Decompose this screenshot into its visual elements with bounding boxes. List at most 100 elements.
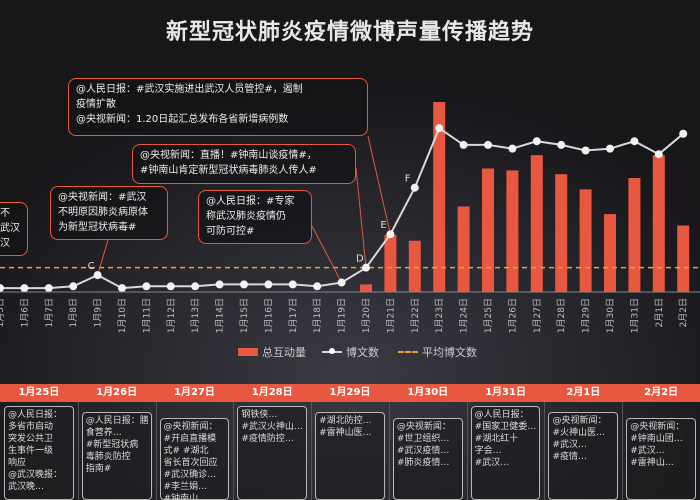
timeline-date: 1月29日: [329, 387, 371, 398]
timeline-band: [0, 384, 700, 402]
timeline-event-text: 指南#: [85, 464, 112, 474]
legend-item-line: 博文数: [322, 344, 379, 360]
timeline-event-text: @央视新闻：: [630, 422, 685, 432]
bar-1月22日: [408, 240, 421, 292]
timeline-event-text: #武汉…: [474, 458, 510, 468]
timeline-event-text: 多省市启动: [8, 422, 54, 432]
timeline-date: 2月1日: [566, 387, 601, 398]
timeline-event-text: 生事件一级: [8, 446, 54, 456]
x-tick-label: 1月27日: [532, 298, 543, 333]
timeline-event-text: #钟南山…: [163, 494, 208, 500]
timeline-event-text: #疫情…: [552, 452, 587, 462]
callout-e: 不 武汉卫 汉: [0, 202, 28, 256]
bar-1月21日: [384, 235, 397, 292]
x-axis-ticks: 1月5日 1月6日 1月7日 1月8日 1月9日 1月10日 1月11日 1月12日 1月13日…: [0, 298, 689, 333]
timeline-column: 1月28日 钢铁侠… #武汉火神山… #疫情防控…: [233, 384, 311, 500]
x-tick-label: 1月23日: [434, 298, 445, 333]
timeline-column: 2月2日 @央视新闻： #钟南山团… #武汉… #雷神山…: [622, 384, 700, 500]
point-letter-F: F: [405, 174, 411, 185]
point-1月9日: [93, 271, 102, 280]
bars-layer: [360, 102, 690, 292]
timeline-event-text: @人民日报：: [8, 410, 63, 420]
timeline-event-text: #武汉…: [552, 440, 587, 450]
x-tick-label: 1月10日: [117, 298, 128, 333]
x-tick-label: 1月9日: [93, 298, 104, 327]
callout-b-line-1: @央视新闻：直播！#钟南山谈疫情#，: [140, 150, 317, 161]
point-1月23日: [435, 124, 444, 133]
callout-d-line-1: @人民日报：#专家: [206, 196, 295, 207]
timeline-date: 1月31日: [485, 387, 526, 398]
point-1月11日: [142, 282, 151, 291]
point-1月29日: [581, 146, 590, 155]
legend-bar-label: 总互动量: [262, 346, 306, 359]
bar-1月20日: [360, 284, 372, 292]
x-tick-label: 1月8日: [68, 298, 79, 327]
point-1月19日: [337, 278, 346, 287]
legend-item-bar: 总互动量: [238, 344, 306, 360]
callout-c-line-1: @央视新闻：#武汉: [58, 192, 147, 203]
timeline-date: 1月28日: [251, 387, 293, 398]
timeline-event-box: @人民日报： #国家卫健委… #湖北红十 字会… #武汉…: [470, 406, 541, 500]
timeline-event-text: #国家卫健委…: [474, 422, 537, 432]
point-1月25日: [484, 140, 492, 149]
bar-1月25日: [482, 168, 494, 292]
timeline-event-box: @人民日报： 多省市启动 突发公共卫 生事件一级 响应 @武汉晚报： 武汉晚…: [4, 406, 74, 500]
timeline-event-text: @人民日报：: [474, 410, 529, 420]
x-tick-label: 1月22日: [410, 298, 421, 333]
timeline-event-text: #武汉火神山…: [241, 422, 303, 432]
x-tick-label: 1月12日: [166, 298, 177, 333]
x-tick-label: 1月24日: [459, 298, 470, 333]
x-tick-label: 1月13日: [190, 298, 201, 333]
point-1月5日: [0, 284, 4, 293]
callout-d-line-3: 可防可控#: [206, 226, 255, 237]
point-1月20日: [362, 263, 370, 272]
point-1月8日: [69, 282, 78, 291]
legend-line-label: 博文数: [346, 346, 379, 359]
callout-a-line-1: @人民日报：#武汉实施进出武汉人员管控#，遏制: [76, 84, 303, 95]
callout-a: @人民日报：#武汉实施进出武汉人员管控#，遏制 疫情扩散 @央视新闻：1.20日…: [68, 78, 368, 136]
callout-b: @央视新闻：直播！#钟南山谈疫情#， #钟南山肯定新型冠状病毒肺炎人传人#: [132, 144, 356, 184]
timeline-event-text: #疫情防控…: [241, 434, 294, 444]
point-1月7日: [44, 284, 53, 293]
point-1月18日: [313, 282, 322, 291]
leader-line: [367, 135, 391, 235]
x-tick-label: 1月11日: [141, 298, 152, 333]
legend-avg-label: 平均博文数: [422, 346, 477, 359]
x-tick-label: 1月16日: [263, 298, 274, 333]
timeline-column: 1月25日 @人民日报： 多省市启动 突发公共卫 生事件一级 响应 @武汉晚报： 武汉晚…: [0, 384, 78, 500]
timeline-separator: [466, 402, 468, 500]
callout-c: @央视新闻：#武汉 不明原因肺炎病原体 为新型冠状病毒#: [50, 186, 168, 240]
timeline-event-text: 省长首次回应: [163, 458, 218, 468]
callout-c-line-3: 为新型冠状病毒#: [58, 222, 137, 233]
timeline-event-text: 武汉晚…: [8, 482, 45, 492]
timeline-event-text: #雷神山医…: [319, 428, 372, 438]
timeline-event-text: @央视新闻：: [396, 422, 451, 432]
timeline-column: 1月26日 @人民日报：膳 食营养… #新型冠状病 毒肺炎防控 指南#: [78, 384, 156, 500]
point-1月6日: [20, 284, 29, 293]
timeline-event-text: @央视新闻：: [163, 422, 218, 432]
timeline-event-box: @央视新闻： #火神山医… #武汉… #疫情…: [548, 412, 619, 500]
bar-1月28日: [555, 174, 568, 292]
timeline-event-text: 毒肺炎防控: [85, 452, 131, 462]
timeline-event-text: #李兰娟…: [163, 482, 208, 492]
legend-bar-swatch: [238, 348, 258, 356]
point-letter-D: D: [356, 254, 364, 265]
timeline-separator: [544, 402, 546, 500]
timeline-event-text: #湖北红十: [474, 434, 519, 444]
chart-legend: 总互动量 博文数 平均博文数: [0, 344, 700, 360]
timeline-event-box: #湖北防控… #雷神山医…: [315, 412, 385, 500]
timeline-date: 2月2日: [644, 387, 679, 398]
callout-e-line-3: 汉: [0, 238, 10, 249]
timeline-separator: [77, 402, 79, 500]
timeline-separator: [233, 402, 235, 500]
legend-line-swatch: [322, 348, 342, 354]
timeline-event-text: @武汉晚报：: [8, 470, 63, 480]
timeline-event-text: #武汉疫情…: [396, 446, 450, 456]
leader-line: [97, 239, 109, 276]
point-2月2日: [679, 129, 688, 138]
point-1月12日: [166, 282, 175, 291]
timeline-event-text: @人民日报：膳: [85, 416, 148, 426]
x-tick-label: 1月26日: [507, 298, 518, 333]
timeline-event-text: #湖北防控…: [319, 416, 372, 426]
timeline-date: 1月27日: [173, 387, 215, 398]
